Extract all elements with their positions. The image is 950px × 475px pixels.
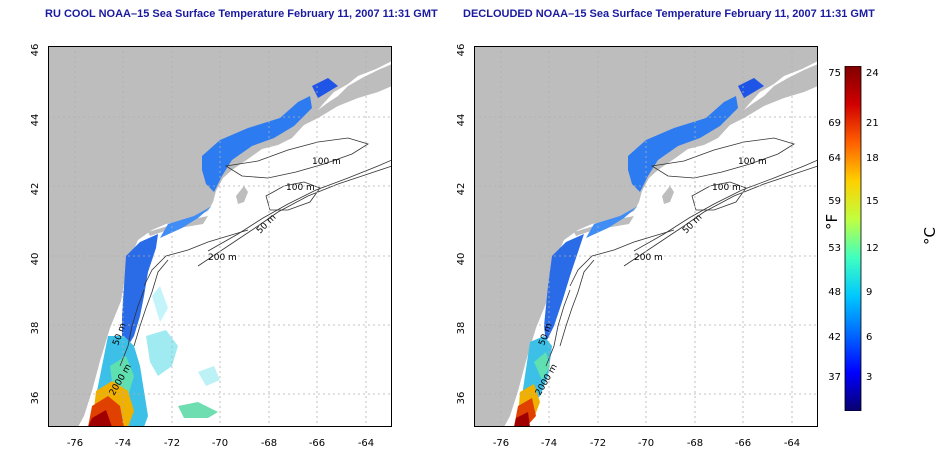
contour-label: 100 m <box>286 183 315 193</box>
unit-fahrenheit: °F <box>823 213 841 230</box>
celsius-ticks: 24 21 18 15 12 9 6 3 <box>866 68 879 383</box>
land-nova-scotia <box>724 64 818 128</box>
svg-text:-64: -64 <box>358 438 374 449</box>
svg-text:46: 46 <box>30 44 41 57</box>
colorbar-tick-f: 69 <box>828 118 841 129</box>
temperature-colorbar: 75 69 64 59 53 48 42 37 24 21 18 15 12 9 6 3 <box>828 66 879 411</box>
colorbar-tick-f: 59 <box>828 196 841 207</box>
colorbar-tick-c: 18 <box>866 153 879 164</box>
lon-ticks-left: -76 -74 -72 -70 -68 -66 -64 <box>67 438 374 449</box>
svg-text:-76: -76 <box>67 438 83 449</box>
svg-text:44: 44 <box>456 114 467 127</box>
svg-text:44: 44 <box>30 114 41 127</box>
sst-field <box>514 78 764 427</box>
unit-celsius: °C <box>921 227 939 245</box>
colorbar-tick-c: 12 <box>866 243 879 254</box>
colorbar-tick-f: 42 <box>828 332 841 343</box>
colorbar-tick-c: 6 <box>866 332 872 343</box>
svg-text:36: 36 <box>456 392 467 405</box>
lon-ticks-right: -76 -74 -72 -70 -68 -66 -64 <box>493 438 800 449</box>
sst-field <box>88 78 338 427</box>
svg-text:42: 42 <box>30 183 41 196</box>
svg-text:38: 38 <box>456 322 467 335</box>
map-frame <box>474 46 818 427</box>
colorbar-tick-f: 64 <box>828 153 841 164</box>
map-frame <box>48 46 392 427</box>
land-cape-cod <box>236 186 248 204</box>
colorbar-tick-c: 24 <box>866 68 879 79</box>
svg-text:36: 36 <box>30 392 41 405</box>
svg-text:-64: -64 <box>784 438 800 449</box>
svg-text:42: 42 <box>456 183 467 196</box>
fahrenheit-ticks: 75 69 64 59 53 48 42 37 <box>828 68 841 383</box>
contour-label: 100 m <box>312 157 341 167</box>
contour-label: 200 m <box>634 253 663 263</box>
bathymetry-contours <box>119 137 392 367</box>
svg-text:-66: -66 <box>735 438 751 449</box>
colorbar-tick-c: 3 <box>866 372 872 383</box>
lat-ticks-right: 36 38 40 42 44 46 <box>456 44 467 405</box>
sst-map-declouded[interactable]: 100 m 100 m 50 m 200 m 50 m 2000 m <box>474 46 818 427</box>
svg-text:-74: -74 <box>541 438 557 449</box>
graticule <box>48 46 392 427</box>
svg-text:40: 40 <box>30 253 41 266</box>
svg-text:-70: -70 <box>638 438 654 449</box>
bathymetry-contours <box>545 137 818 367</box>
svg-text:-68: -68 <box>687 438 703 449</box>
graticule <box>474 46 818 427</box>
map-title-right: DECLOUDED NOAA–15 Sea Surface Temperatur… <box>463 8 875 20</box>
land-mass <box>48 46 392 427</box>
svg-text:-70: -70 <box>212 438 228 449</box>
land-mass <box>474 46 818 427</box>
svg-text:-72: -72 <box>590 438 606 449</box>
colorbar-gradient <box>844 66 862 411</box>
colorbar-tick-c: 9 <box>866 287 872 298</box>
svg-text:-66: -66 <box>309 438 325 449</box>
contour-label: 100 m <box>738 157 767 167</box>
contour-label: 200 m <box>208 253 237 263</box>
svg-text:-76: -76 <box>493 438 509 449</box>
colorbar-tick-c: 21 <box>866 118 879 129</box>
svg-text:-74: -74 <box>115 438 131 449</box>
colorbar-tick-c: 15 <box>866 196 879 207</box>
colorbar-tick-f: 75 <box>828 68 841 79</box>
colorbar-tick-f: 53 <box>828 243 841 254</box>
svg-text:-72: -72 <box>164 438 180 449</box>
land-cape-cod <box>662 186 674 204</box>
lat-ticks-left: 36 38 40 42 44 46 <box>30 44 41 405</box>
svg-text:46: 46 <box>456 44 467 57</box>
sst-map-raw[interactable]: 100 m 100 m 50 m 200 m 50 m 2000 m <box>48 46 392 427</box>
map-title-left: RU COOL NOAA–15 Sea Surface Temperature … <box>45 8 438 20</box>
contour-label: 100 m <box>712 183 741 193</box>
colorbar-tick-f: 37 <box>828 372 841 383</box>
svg-text:38: 38 <box>30 322 41 335</box>
svg-text:-68: -68 <box>261 438 277 449</box>
land-nova-scotia <box>298 64 392 128</box>
svg-text:40: 40 <box>456 253 467 266</box>
colorbar-tick-f: 48 <box>828 287 841 298</box>
